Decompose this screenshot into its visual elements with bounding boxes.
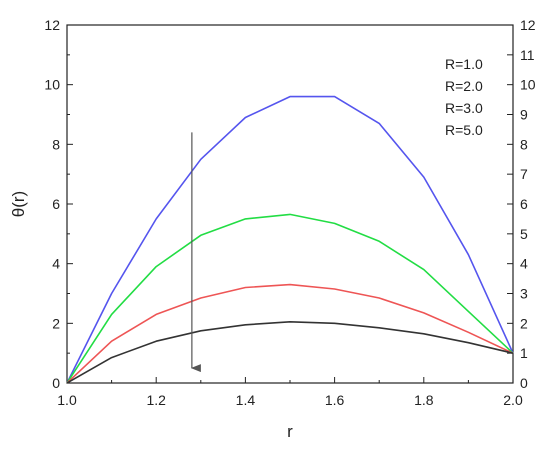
y2-tick-label: 6: [520, 196, 528, 212]
legend-entry: R=2.0: [445, 78, 483, 94]
y-tick-label: 0: [52, 375, 60, 391]
legend-entry: R=1.0: [445, 56, 483, 72]
y-tick-label: 4: [52, 256, 60, 272]
y-axis-label: θ(r): [9, 191, 28, 217]
y2-tick-label: 1: [520, 345, 528, 361]
x-tick-label: 1.2: [146, 392, 166, 408]
y2-tick-label: 12: [520, 17, 536, 33]
y2-tick-label: 7: [520, 166, 528, 182]
x-tick-label: 1.0: [57, 392, 77, 408]
y2-tick-label: 8: [520, 136, 528, 152]
y2-tick-label: 0: [520, 375, 528, 391]
y2-tick-label: 11: [520, 47, 535, 63]
y2-tick-label: 10: [520, 77, 536, 93]
y-tick-label: 2: [52, 315, 60, 331]
y2-tick-label: 5: [520, 226, 528, 242]
series-line-r-3-0: [66, 283, 514, 384]
x-tick-label: 2.0: [503, 392, 523, 408]
y-tick-label: 10: [44, 77, 60, 93]
legend: R=1.0 R=2.0 R=3.0 R=5.0: [445, 56, 483, 138]
y-tick-label: 12: [44, 17, 60, 33]
legend-entry: R=5.0: [445, 122, 483, 138]
x-axis-label: r: [287, 422, 293, 441]
x-tick-label: 1.6: [325, 392, 345, 408]
series-line-r-5-0: [66, 320, 514, 384]
y-tick-label: 8: [52, 136, 60, 152]
x-tick-label: 1.4: [236, 392, 256, 408]
y2-tick-label: 9: [520, 107, 528, 123]
x-axis-ticks: 1.0 1.2 1.4 1.6 1.8 2.0: [57, 377, 523, 408]
x-tick-label: 1.8: [414, 392, 434, 408]
y2-tick-label: 4: [520, 256, 528, 272]
y2-tick-label: 2: [520, 315, 528, 331]
y-axis-ticks: 0 2 4 6 8 10 12: [44, 17, 73, 391]
y-tick-label: 6: [52, 196, 60, 212]
series-layer: [66, 95, 514, 384]
legend-entry: R=3.0: [445, 100, 483, 116]
series-line-r-2-0: [66, 213, 514, 384]
y2-tick-label: 3: [520, 286, 528, 302]
series-line-r-1-0: [66, 95, 514, 384]
